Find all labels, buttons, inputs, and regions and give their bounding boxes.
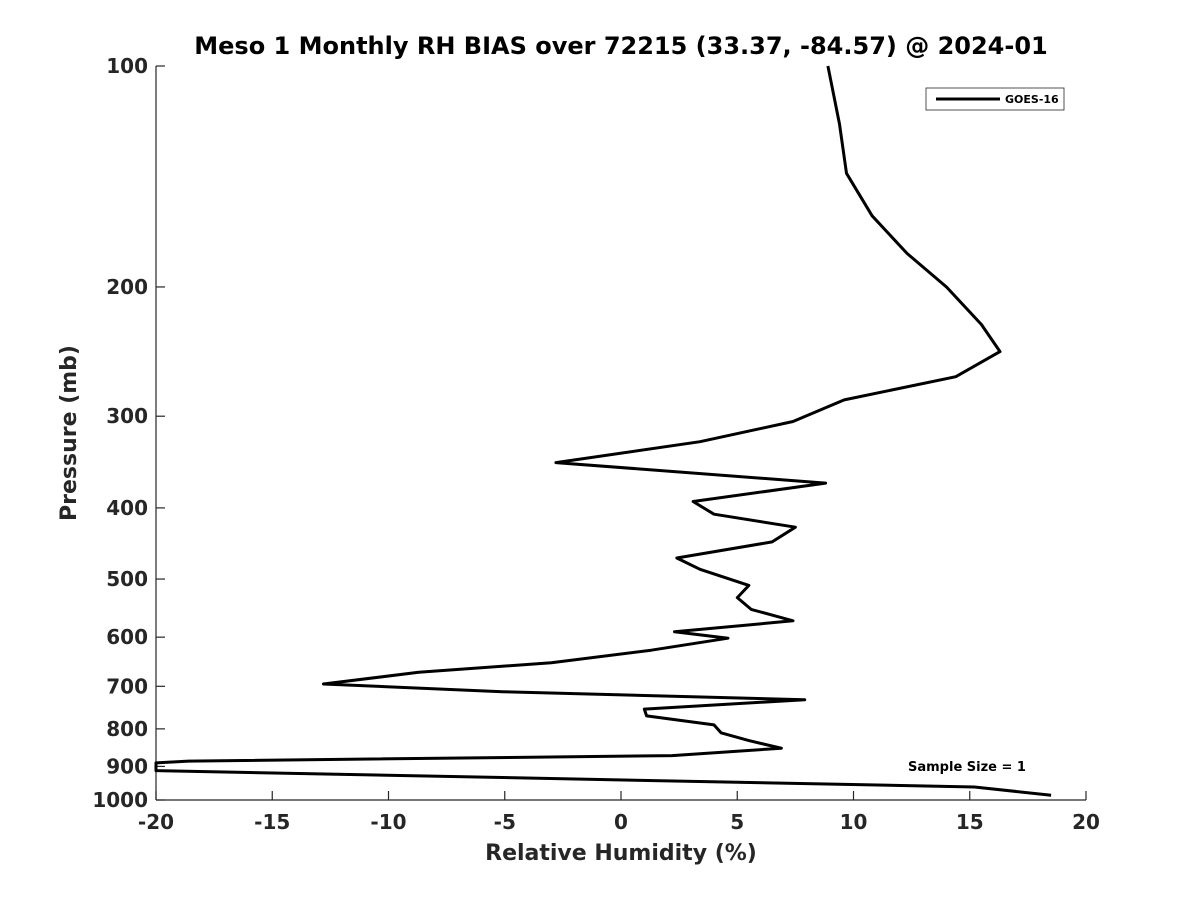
x-axis-title: Relative Humidity (%) <box>485 841 757 866</box>
y-tick-label: 700 <box>106 674 148 698</box>
x-tick-label: 5 <box>730 810 744 834</box>
y-tick-label: 400 <box>106 496 148 520</box>
x-tick-label: 10 <box>840 810 868 834</box>
y-axis-title: Pressure (mb) <box>57 345 82 521</box>
plot-axes <box>155 66 1086 801</box>
y-tick-label: 800 <box>106 717 148 741</box>
y-tick-label: 500 <box>106 567 148 591</box>
y-axis-ticks: 100 200 300 400 500 600 700 800 900 1000 <box>92 54 165 812</box>
x-tick-label: -10 <box>370 810 406 834</box>
series-line-goes-16 <box>154 65 1052 797</box>
x-tick-label: -15 <box>254 810 290 834</box>
x-tick-label: -20 <box>138 810 174 834</box>
y-tick-label: 100 <box>106 54 148 78</box>
x-tick-label: -5 <box>494 810 516 834</box>
chart-title: Meso 1 Monthly RH BIAS over 72215 (33.37… <box>194 32 1047 60</box>
sample-size-annotation: Sample Size = 1 <box>908 760 1026 775</box>
y-tick-label: 200 <box>106 275 148 299</box>
x-tick-label: 15 <box>956 810 984 834</box>
y-tick-label: 1000 <box>92 788 148 812</box>
y-tick-label: 600 <box>106 625 148 649</box>
series-lines <box>154 65 1052 797</box>
x-tick-label: 20 <box>1072 810 1100 834</box>
y-tick-label: 900 <box>106 754 148 778</box>
x-axis-ticks: -20 -15 -10 -5 0 5 10 15 20 <box>138 791 1100 834</box>
legend: GOES-16 <box>925 87 1065 111</box>
y-tick-label: 300 <box>106 404 148 428</box>
legend-label-goes-16: GOES-16 <box>1005 93 1059 106</box>
x-tick-label: 0 <box>614 810 628 834</box>
